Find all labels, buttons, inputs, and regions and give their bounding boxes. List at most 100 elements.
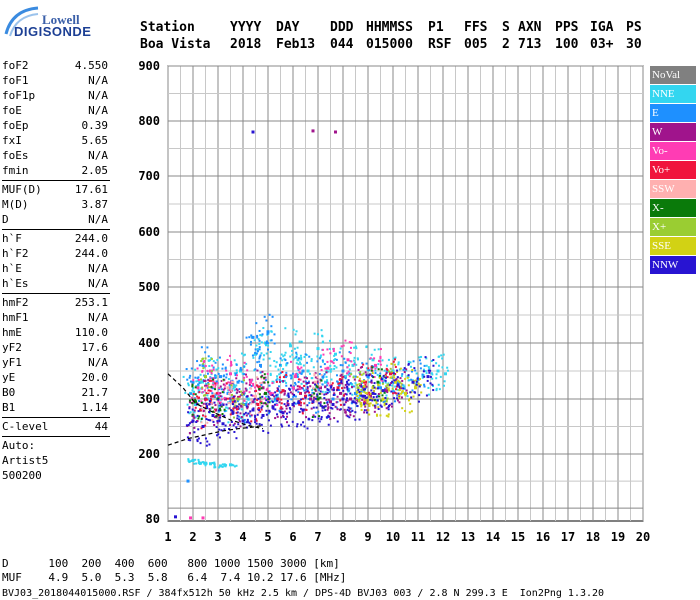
- data-point: [251, 378, 254, 381]
- data-point: [274, 408, 277, 411]
- data-point: [199, 442, 202, 445]
- data-point: [259, 410, 262, 413]
- data-point: [212, 366, 215, 369]
- data-point: [377, 348, 380, 351]
- data-point: [280, 353, 283, 356]
- data-point: [227, 378, 230, 381]
- data-point: [344, 339, 347, 342]
- data-point: [423, 364, 426, 367]
- data-point: [206, 346, 209, 349]
- data-point: [408, 379, 411, 382]
- data-point: [326, 348, 329, 351]
- data-point: [381, 359, 384, 362]
- data-point: [260, 352, 263, 355]
- data-point: [384, 376, 387, 379]
- data-point: [212, 377, 215, 380]
- data-point: [283, 354, 286, 357]
- data-point: [251, 400, 255, 404]
- data-point: [250, 394, 253, 397]
- data-point: [321, 377, 324, 380]
- data-point: [370, 381, 373, 384]
- data-point: [335, 366, 338, 369]
- data-point: [174, 515, 177, 519]
- data-point: [241, 372, 244, 375]
- data-point: [363, 409, 366, 412]
- data-point: [331, 397, 335, 401]
- data-point: [289, 391, 292, 394]
- x-tick-label: 19: [611, 530, 625, 544]
- data-point: [291, 403, 295, 406]
- data-point: [398, 389, 401, 392]
- data-point: [191, 408, 194, 411]
- data-point: [256, 361, 259, 364]
- data-point: [229, 372, 232, 376]
- data-point: [443, 380, 446, 383]
- data-point: [392, 389, 395, 392]
- data-point: [420, 391, 423, 394]
- data-point: [282, 368, 285, 371]
- data-point: [248, 378, 251, 381]
- data-point: [356, 386, 360, 390]
- legend-entry: NNW: [650, 256, 696, 274]
- param-value: 2.05: [81, 164, 109, 177]
- data-point: [285, 371, 288, 374]
- data-point: [308, 391, 311, 394]
- data-point: [222, 388, 225, 391]
- data-point: [417, 400, 420, 403]
- data-point: [296, 388, 299, 391]
- data-point: [305, 390, 308, 393]
- data-point: [409, 365, 412, 368]
- data-point: [297, 363, 300, 366]
- data-point: [204, 384, 207, 387]
- data-point: [329, 360, 332, 363]
- data-point: [291, 375, 294, 378]
- data-point: [381, 389, 385, 393]
- data-point: [259, 403, 262, 406]
- data-point: [315, 411, 318, 414]
- data-point: [213, 401, 216, 404]
- data-point: [305, 353, 308, 356]
- data-point: [227, 431, 230, 434]
- data-point: [223, 414, 226, 417]
- data-point: [274, 365, 277, 368]
- param-row: M(D) 3.87: [2, 197, 110, 212]
- data-point: [258, 339, 261, 342]
- data-point: [365, 362, 368, 365]
- data-point: [217, 395, 220, 398]
- data-point: [262, 429, 265, 432]
- data-point: [194, 376, 197, 379]
- data-point: [329, 364, 332, 367]
- data-point: [345, 393, 348, 396]
- data-point: [196, 386, 200, 390]
- data-point: [331, 407, 334, 410]
- data-point: [419, 367, 422, 370]
- data-point: [343, 357, 346, 360]
- data-point: [298, 403, 301, 406]
- data-point: [298, 387, 301, 390]
- data-point: [304, 391, 307, 394]
- data-point: [256, 408, 259, 411]
- data-point: [340, 381, 343, 384]
- data-point: [186, 403, 189, 406]
- data-point: [362, 401, 365, 404]
- data-point: [320, 379, 323, 382]
- data-point: [218, 394, 221, 397]
- data-point: [446, 369, 449, 372]
- data-point: [295, 389, 298, 392]
- data-point: [318, 381, 321, 384]
- data-point: [260, 334, 263, 337]
- param-value: 110.0: [74, 326, 108, 339]
- data-point: [189, 374, 192, 377]
- data-point: [314, 389, 317, 392]
- data-point: [230, 393, 233, 396]
- data-point: [356, 395, 359, 398]
- data-point: [303, 425, 306, 428]
- data-point: [236, 414, 239, 417]
- data-point: [356, 357, 359, 360]
- data-point: [212, 383, 215, 386]
- data-point: [346, 385, 349, 388]
- data-point: [328, 339, 331, 342]
- data-point: [276, 415, 279, 418]
- data-point: [200, 421, 203, 424]
- data-point: [217, 409, 220, 412]
